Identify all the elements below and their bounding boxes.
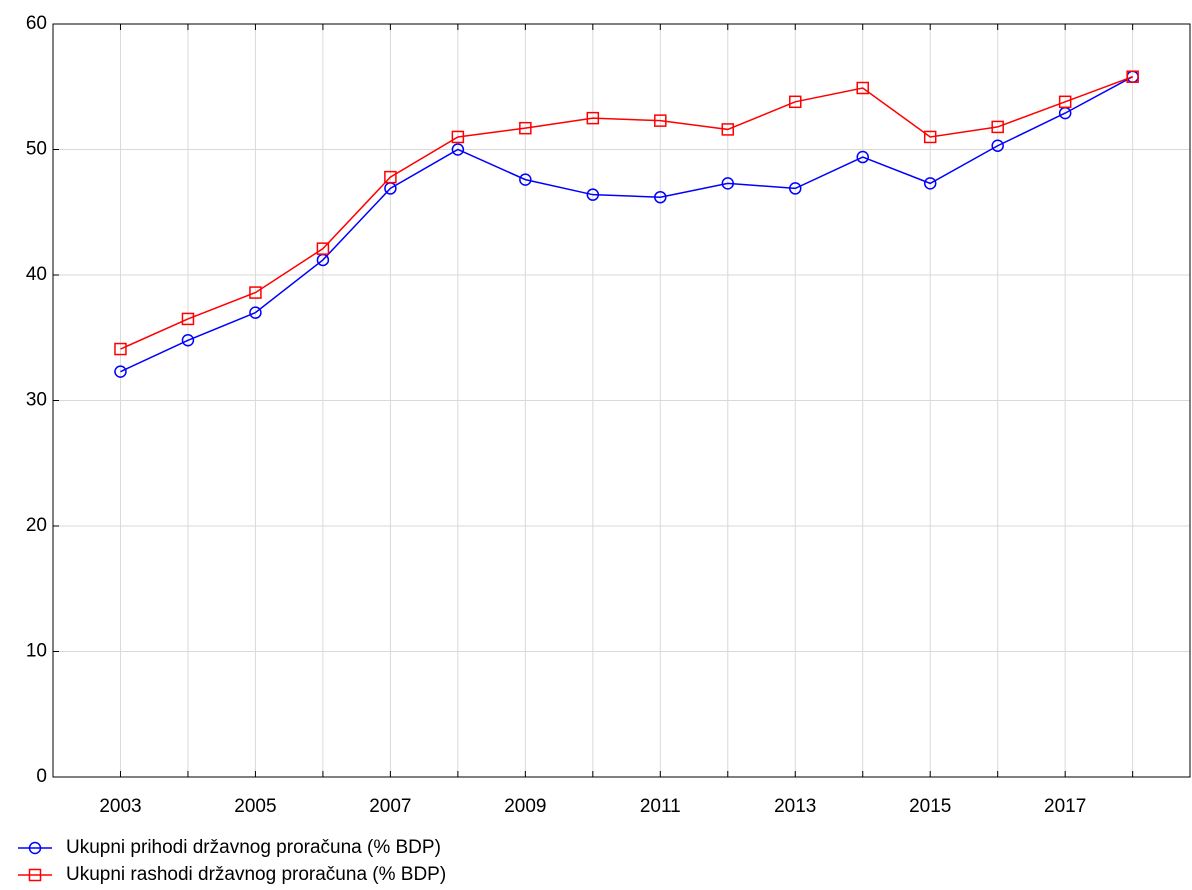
data-point: [384, 170, 397, 184]
data-point: [991, 139, 1004, 152]
x-tick-label: 2005: [234, 796, 276, 817]
data-point: [181, 312, 195, 326]
data-point: [114, 365, 127, 378]
legend-label: Ukupni rashodi državnog proračuna (% BDP…: [66, 864, 446, 885]
x-tick-label: 2015: [909, 796, 951, 817]
data-point: [316, 242, 330, 255]
data-point: [519, 173, 532, 186]
data-point: [181, 334, 195, 347]
y-tick-label: 20: [26, 515, 47, 536]
data-point: [586, 111, 600, 125]
x-tick-label: 2007: [369, 796, 411, 817]
data-point: [923, 130, 937, 144]
y-tick-label: 30: [26, 390, 47, 411]
data-point: [586, 188, 600, 201]
data-point: [114, 342, 127, 356]
legend-label: Ukupni prihodi državnog proračuna (% BDP…: [66, 837, 441, 858]
data-point: [519, 121, 532, 135]
data-point: [654, 114, 667, 127]
data-point: [451, 143, 465, 156]
legend-marker: [28, 868, 42, 882]
data-point: [1126, 70, 1139, 83]
x-tick-label: 2011: [640, 796, 681, 817]
data-point: [991, 120, 1004, 134]
y-tick-label: 60: [26, 13, 47, 34]
data-point: [721, 123, 735, 136]
series-line: [120, 76, 1133, 350]
x-tick-label: 2003: [99, 796, 141, 817]
data-point: [1058, 95, 1072, 109]
x-tick-label: 2013: [774, 796, 816, 817]
x-tick-label: 2017: [1044, 796, 1086, 817]
data-point: [654, 190, 667, 204]
y-tick-label: 0: [36, 766, 47, 787]
data-point: [789, 95, 802, 109]
y-tick-label: 40: [26, 264, 47, 285]
data-point: [856, 150, 869, 164]
y-tick-label: 50: [26, 139, 47, 160]
y-tick-label: 10: [26, 641, 47, 662]
data-point: [249, 306, 262, 319]
data-point: [856, 81, 869, 95]
x-tick-label: 2009: [504, 796, 546, 817]
data-point: [721, 177, 735, 190]
data-point: [789, 182, 802, 195]
data-point: [923, 177, 937, 190]
legend-marker: [28, 841, 42, 855]
data-point: [249, 286, 262, 299]
series-line: [120, 76, 1133, 373]
data-point: [451, 130, 465, 144]
